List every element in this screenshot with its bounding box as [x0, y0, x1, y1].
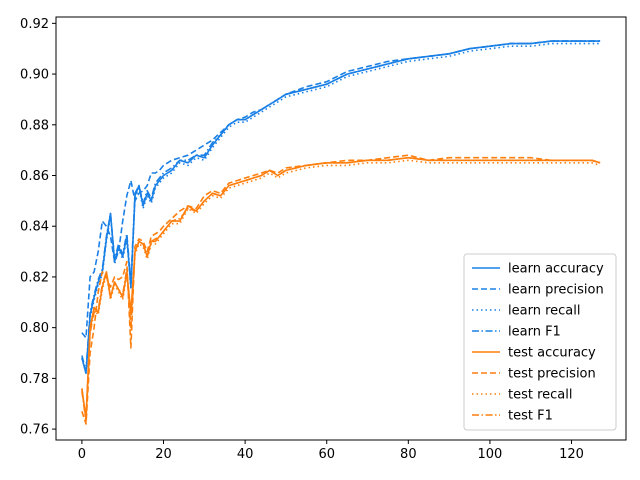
legend-label: test F1 [508, 409, 553, 424]
series-line-test-precision [81, 154, 601, 425]
legend-label: learn recall [508, 304, 580, 319]
legend-label: test accuracy [508, 346, 596, 361]
series-line-learn-recall [81, 42, 601, 375]
y-tick-label: 0.76 [20, 423, 49, 438]
y-tick-label: 0.84 [20, 220, 49, 235]
legend-label: test precision [508, 367, 596, 382]
series-line-test-f1 [81, 156, 601, 423]
legend-label: learn accuracy [508, 262, 604, 277]
x-axis: 0 20 40 60 80 100 120 [78, 440, 584, 462]
axes-frame [55, 16, 627, 441]
x-tick-label: 100 [478, 447, 503, 462]
legend-label: learn F1 [508, 325, 561, 340]
y-axis: 0.76 0.78 0.80 0.82 0.84 0.86 0.88 0.90 0.92 [20, 17, 56, 438]
y-tick-label: 0.86 [20, 169, 49, 184]
x-tick-label: 40 [237, 447, 254, 462]
series-line-learn-precision [81, 40, 601, 339]
y-tick-label: 0.82 [20, 270, 49, 285]
y-tick-label: 0.92 [20, 17, 49, 32]
x-tick-label: 60 [318, 447, 335, 462]
legend: learn accuracy learn precision learn recal… [463, 253, 617, 431]
x-tick-label: 80 [400, 447, 417, 462]
x-tick-label: 20 [155, 447, 172, 462]
x-tick-label: 120 [559, 447, 584, 462]
y-tick-label: 0.80 [20, 321, 49, 336]
x-tick-label: 0 [78, 447, 86, 462]
y-tick-label: 0.88 [20, 118, 49, 133]
legend-label: learn precision [508, 283, 604, 298]
y-tick-label: 0.78 [20, 372, 49, 387]
y-tick-label: 0.90 [20, 68, 49, 83]
plot-area [81, 40, 601, 425]
legend-label: test recall [508, 388, 573, 403]
series-line-test-recall [81, 159, 601, 420]
legend-box [463, 253, 617, 431]
